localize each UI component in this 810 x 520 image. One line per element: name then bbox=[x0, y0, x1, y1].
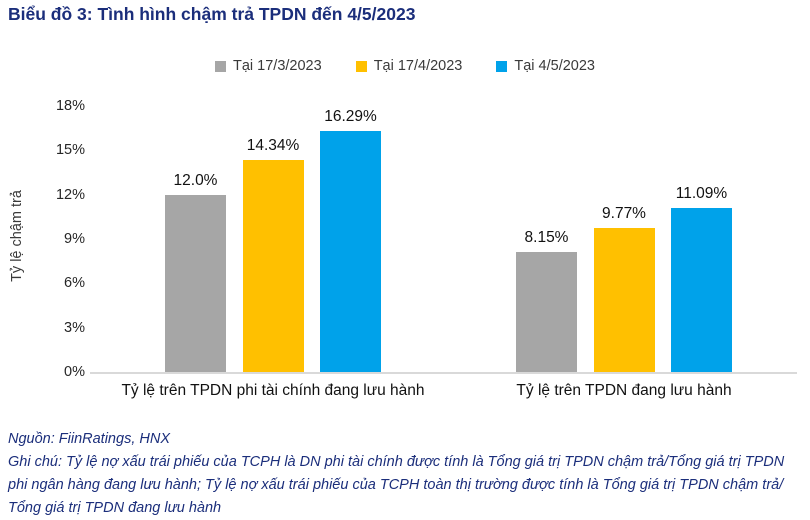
bar-series0-cat1 bbox=[516, 251, 577, 372]
legend-label: Tại 4/5/2023 bbox=[514, 58, 595, 74]
footnote-line-2: phi ngân hàng đang lưu hành; Tỷ lệ nợ xấ… bbox=[8, 477, 784, 493]
bar-series0-cat0 bbox=[165, 194, 226, 372]
legend-item-2: Tại 4/5/2023 bbox=[496, 58, 595, 74]
y-tick-label: 6% bbox=[64, 275, 85, 292]
legend-swatch-icon bbox=[496, 60, 508, 72]
x-axis-category-label: Tỷ lệ trên TPDN đang lưu hành bbox=[516, 382, 732, 399]
footnote-line-3: Tổng giá trị TPDN đang lưu hành bbox=[8, 500, 222, 516]
footnote: Nguồn: FiinRatings, HNX Ghi chú: Tỷ lệ nợ… bbox=[8, 428, 784, 520]
chart-legend: Tại 17/3/2023 Tại 17/4/2023 Tại 4/5/2023 bbox=[0, 58, 810, 74]
y-tick-label: 9% bbox=[64, 231, 85, 247]
bar-series2-cat1 bbox=[671, 208, 732, 372]
y-tick-label: 3% bbox=[64, 319, 85, 336]
bar-value-label: 14.34% bbox=[246, 137, 300, 155]
bar-value-label: 16.29% bbox=[324, 108, 377, 126]
legend-item-1: Tại 17/4/2023 bbox=[355, 58, 463, 74]
legend-item-0: Tại 17/3/2023 bbox=[215, 58, 322, 74]
bar-series2-cat0 bbox=[320, 131, 381, 372]
legend-label: Tại 17/3/2023 bbox=[233, 58, 322, 74]
footnote-line-0: Nguồn: FiinRatings, HNX bbox=[8, 431, 170, 447]
bar-value-label: 9.77% bbox=[602, 204, 646, 222]
bar-series1-cat0 bbox=[242, 160, 304, 372]
bar-value-label: 12.0% bbox=[173, 171, 218, 189]
footnote-line-1: Ghi chú: Tỷ lệ nợ xấu trái phiếu của TCP… bbox=[8, 454, 785, 470]
bar-series1-cat1 bbox=[593, 227, 655, 372]
y-tick-label: 18% bbox=[55, 98, 85, 114]
x-axis-line bbox=[90, 372, 797, 374]
bar-value-label: 11.09% bbox=[675, 185, 728, 203]
y-tick-label: 15% bbox=[55, 142, 85, 159]
legend-label: Tại 17/4/2023 bbox=[373, 58, 463, 74]
bar-value-label: 8.15% bbox=[524, 228, 569, 246]
y-tick-label: 0% bbox=[64, 364, 85, 380]
legend-swatch-icon bbox=[355, 60, 367, 72]
chart-title: Biểu đồ 3: Tình hình chậm trả TPDN đến 4… bbox=[8, 4, 416, 24]
legend-swatch-icon bbox=[215, 60, 226, 72]
y-tick-label: 12% bbox=[55, 186, 85, 203]
x-axis-category-label: Tỷ lệ trên TPDN phi tài chính đang lưu h… bbox=[121, 382, 425, 399]
